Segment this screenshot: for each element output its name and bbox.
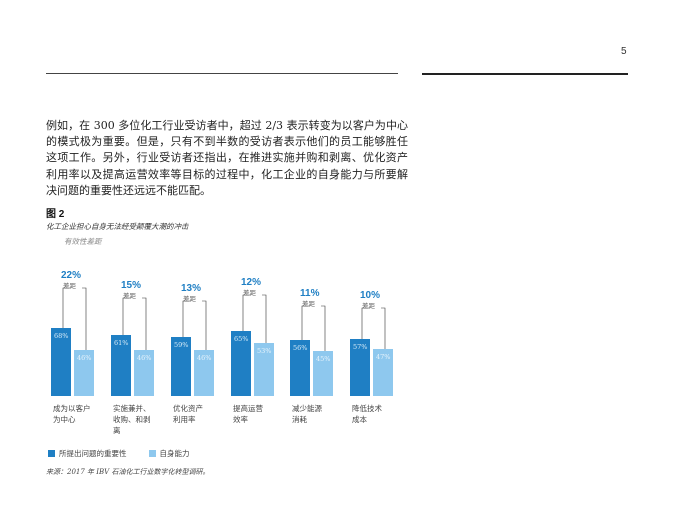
- category-label: 成本: [352, 414, 367, 424]
- gap-word-label: 差距: [123, 291, 137, 300]
- bar-importance: [290, 340, 310, 396]
- header-rule-left: [46, 73, 398, 74]
- bar-importance: [171, 337, 191, 396]
- value-label-importance: 59%: [174, 341, 188, 349]
- figure-title: 化工企业担心自身无法经受颠覆大潮的冲击: [46, 222, 189, 231]
- body-paragraph: 例如，在 300 多位化工行业受访者中，超过 2/3 表示转变为以客户为中心的模…: [46, 119, 408, 197]
- category-label: 利用率: [173, 414, 196, 424]
- value-label-capability: 46%: [197, 354, 211, 362]
- bar-capability: [194, 350, 214, 396]
- gap-value-label: 12%: [241, 277, 261, 288]
- source-note: 来源：2017 年 IBV 石油化工行业数字化转型调研。: [46, 468, 210, 476]
- page-number: 5: [621, 46, 627, 57]
- bar-capability: [373, 349, 393, 396]
- gap-caption: 有效性差距: [64, 237, 102, 246]
- bar-importance: [111, 335, 131, 396]
- value-label-capability: 47%: [376, 353, 390, 361]
- category-label: 为中心: [53, 414, 76, 424]
- value-label-capability: 46%: [77, 354, 91, 362]
- category-label: 效率: [233, 414, 248, 424]
- gap-bracket: [242, 294, 267, 343]
- value-label-importance: 68%: [54, 332, 68, 340]
- category-label: 降低技术: [352, 403, 382, 413]
- category-label: 提高运营: [233, 403, 263, 413]
- gap-word-label: 差距: [63, 281, 77, 290]
- gap-value-label: 11%: [300, 288, 320, 299]
- legend-item-importance: 所提出问题的重要性: [48, 448, 127, 459]
- gap-value-label: 13%: [181, 283, 201, 294]
- gap-bracket: [361, 307, 386, 349]
- category-label: 收购、和剥: [113, 414, 151, 424]
- gap-bracket: [301, 305, 326, 351]
- header-rule-right: [422, 73, 628, 75]
- bar-capability: [313, 351, 333, 396]
- bar-importance: [350, 339, 370, 396]
- category-label: 离: [113, 425, 121, 435]
- value-label-capability: 53%: [257, 347, 271, 355]
- gap-bracket: [62, 287, 87, 350]
- legend-item-capability: 自身能力: [148, 448, 190, 459]
- category-label: 成为以客户: [53, 403, 91, 413]
- gap-bracket: [182, 300, 207, 350]
- bar-capability: [134, 350, 154, 396]
- gap-word-label: 差距: [302, 299, 316, 308]
- bar-importance: [51, 328, 71, 396]
- legend-swatch-importance: [48, 450, 55, 457]
- value-label-importance: 56%: [293, 344, 307, 352]
- legend-label-importance: 所提出问题的重要性: [59, 449, 127, 458]
- gap-bracket: [122, 297, 147, 350]
- bar-capability: [254, 343, 274, 396]
- category-label: 消耗: [292, 414, 307, 424]
- bar-importance: [231, 331, 251, 396]
- bar-capability: [74, 350, 94, 396]
- legend-label-capability: 自身能力: [159, 449, 190, 458]
- gap-word-label: 差距: [243, 288, 257, 297]
- legend-swatch-capability: [148, 450, 156, 457]
- figure-label: 图 2: [46, 209, 65, 220]
- chart-legend: 所提出问题的重要性 自身能力: [48, 448, 212, 459]
- value-label-capability: 45%: [316, 355, 330, 363]
- value-label-importance: 61%: [114, 339, 128, 347]
- gap-word-label: 差距: [183, 294, 197, 303]
- gap-value-label: 15%: [121, 280, 141, 291]
- gap-word-label: 差距: [362, 301, 376, 310]
- category-label: 优化资产: [173, 403, 203, 413]
- category-label: 实施兼并、: [113, 403, 151, 413]
- value-label-importance: 57%: [353, 343, 367, 351]
- value-label-capability: 46%: [137, 354, 151, 362]
- category-label: 减少能源: [292, 403, 322, 413]
- gap-value-label: 22%: [61, 270, 81, 281]
- gap-value-label: 10%: [360, 290, 380, 301]
- value-label-importance: 65%: [234, 335, 248, 343]
